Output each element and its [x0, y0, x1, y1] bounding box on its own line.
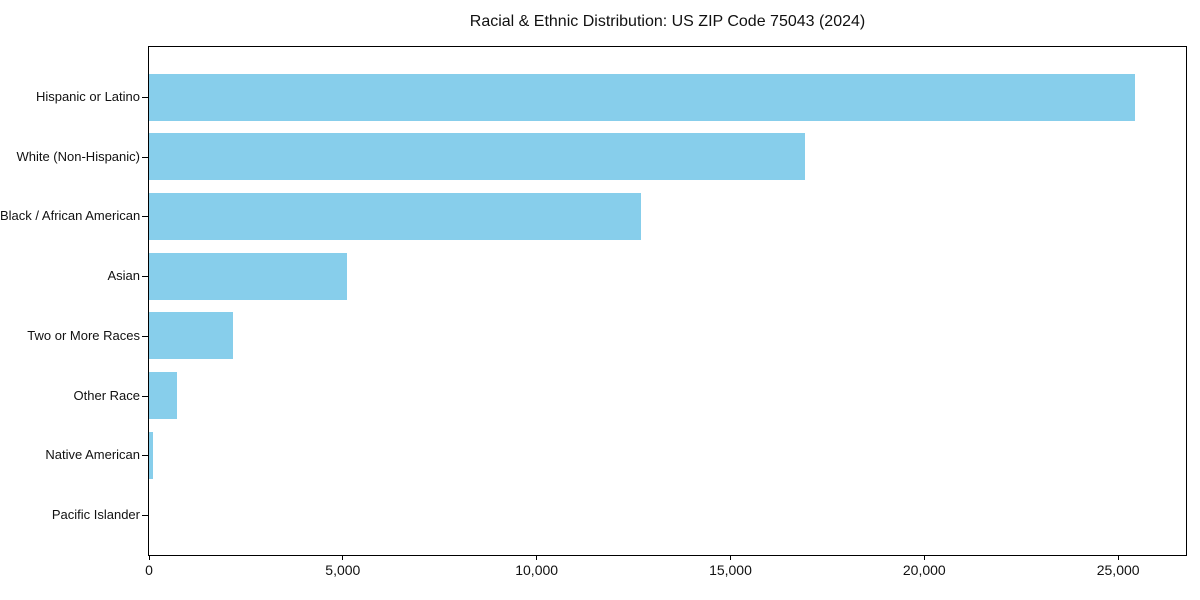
x-tick-label: 20,000	[902, 562, 946, 578]
x-tick	[148, 556, 150, 560]
bar-white-non-hispanic	[149, 133, 805, 181]
x-tick	[923, 556, 925, 560]
y-tick	[142, 276, 148, 278]
y-tick	[142, 455, 148, 457]
y-tick	[142, 216, 148, 218]
y-tick-label: Hispanic or Latino	[35, 89, 140, 104]
y-tick-label: Native American	[45, 447, 140, 463]
bar-black-african-american	[149, 192, 642, 240]
x-tick-label: 0	[145, 562, 153, 578]
x-tick	[1117, 556, 1119, 560]
x-tick	[536, 556, 538, 560]
y-tick	[142, 514, 148, 516]
y-tick-label: Pacific Islander	[51, 506, 140, 522]
y-tick-label: Asian	[107, 268, 140, 284]
x-tick-label: 10,000	[515, 562, 559, 578]
y-tick-label: Other Race	[73, 387, 140, 403]
x-tick	[342, 556, 344, 560]
y-tick	[142, 395, 148, 397]
y-tick	[142, 156, 148, 158]
bar-asian	[149, 252, 347, 300]
x-tick-label: 15,000	[709, 562, 752, 578]
y-tick-label: Two or More Races	[27, 327, 140, 343]
plot-area	[148, 46, 1187, 556]
y-tick	[142, 335, 148, 337]
bar-two-or-more-races	[149, 312, 234, 360]
x-tick-label: 5,000	[325, 562, 361, 578]
x-tick	[729, 556, 731, 560]
chart-title: Racial & Ethnic Distribution: US ZIP Cod…	[469, 13, 866, 30]
bar-native-american	[149, 431, 153, 479]
y-tick-label: Black / African American	[0, 208, 141, 224]
x-tick-label: 25,000	[1096, 562, 1140, 578]
bar-hispanic-or-latino	[149, 73, 1136, 121]
y-tick-label: White (Non-Hispanic)	[16, 148, 140, 164]
bar-other-race	[149, 372, 177, 420]
y-tick	[142, 97, 148, 98]
